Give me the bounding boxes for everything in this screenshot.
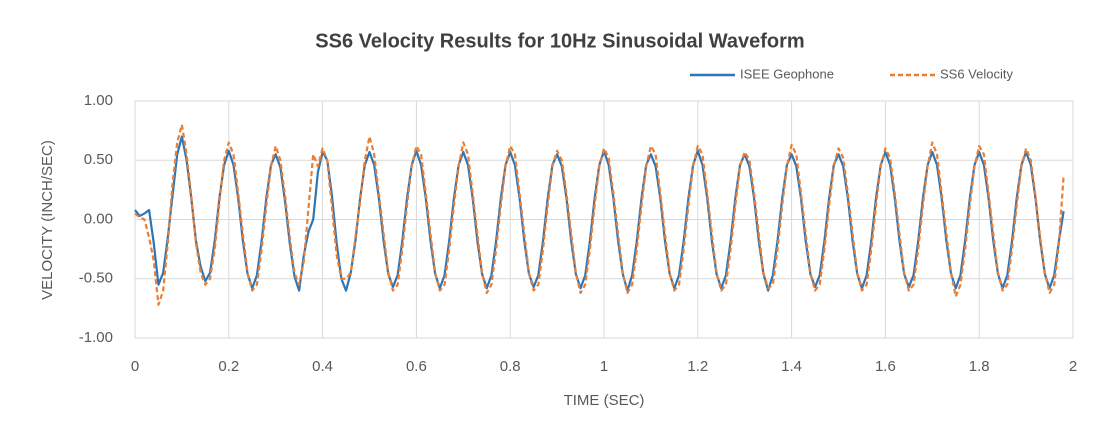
x-tick-label: 0.4	[312, 358, 333, 375]
legend-label: ISEE Geophone	[740, 66, 834, 81]
x-axis-label: TIME (SEC)	[564, 392, 645, 409]
x-tick-label: 1	[600, 358, 608, 375]
x-tick-label: 0.2	[218, 358, 239, 375]
y-tick-label: 0.50	[84, 151, 113, 168]
legend-label: SS6 Velocity	[940, 66, 1013, 81]
y-axis-label: VELOCITY (INCH/SEC)	[39, 140, 56, 300]
x-tick-label: 1.4	[781, 358, 802, 375]
data-line	[134, 123, 1065, 306]
data-line	[134, 135, 1065, 292]
x-tick-label: 0.8	[500, 358, 521, 375]
x-tick-label: 0.6	[406, 358, 427, 375]
x-tick-label: 1.6	[875, 358, 896, 375]
y-tick-label: 1.00	[84, 92, 113, 109]
chart-title: SS6 Velocity Results for 10Hz Sinusoidal…	[315, 30, 804, 52]
y-tick-label: -1.00	[79, 329, 113, 346]
x-tick-label: 1.2	[687, 358, 708, 375]
x-tick-label: 2	[1069, 358, 1077, 375]
y-tick-label: 0.00	[84, 210, 113, 227]
x-tick-label: 1.8	[969, 358, 990, 375]
x-tick-label: 0	[131, 358, 139, 375]
y-tick-label: -0.50	[79, 270, 113, 287]
